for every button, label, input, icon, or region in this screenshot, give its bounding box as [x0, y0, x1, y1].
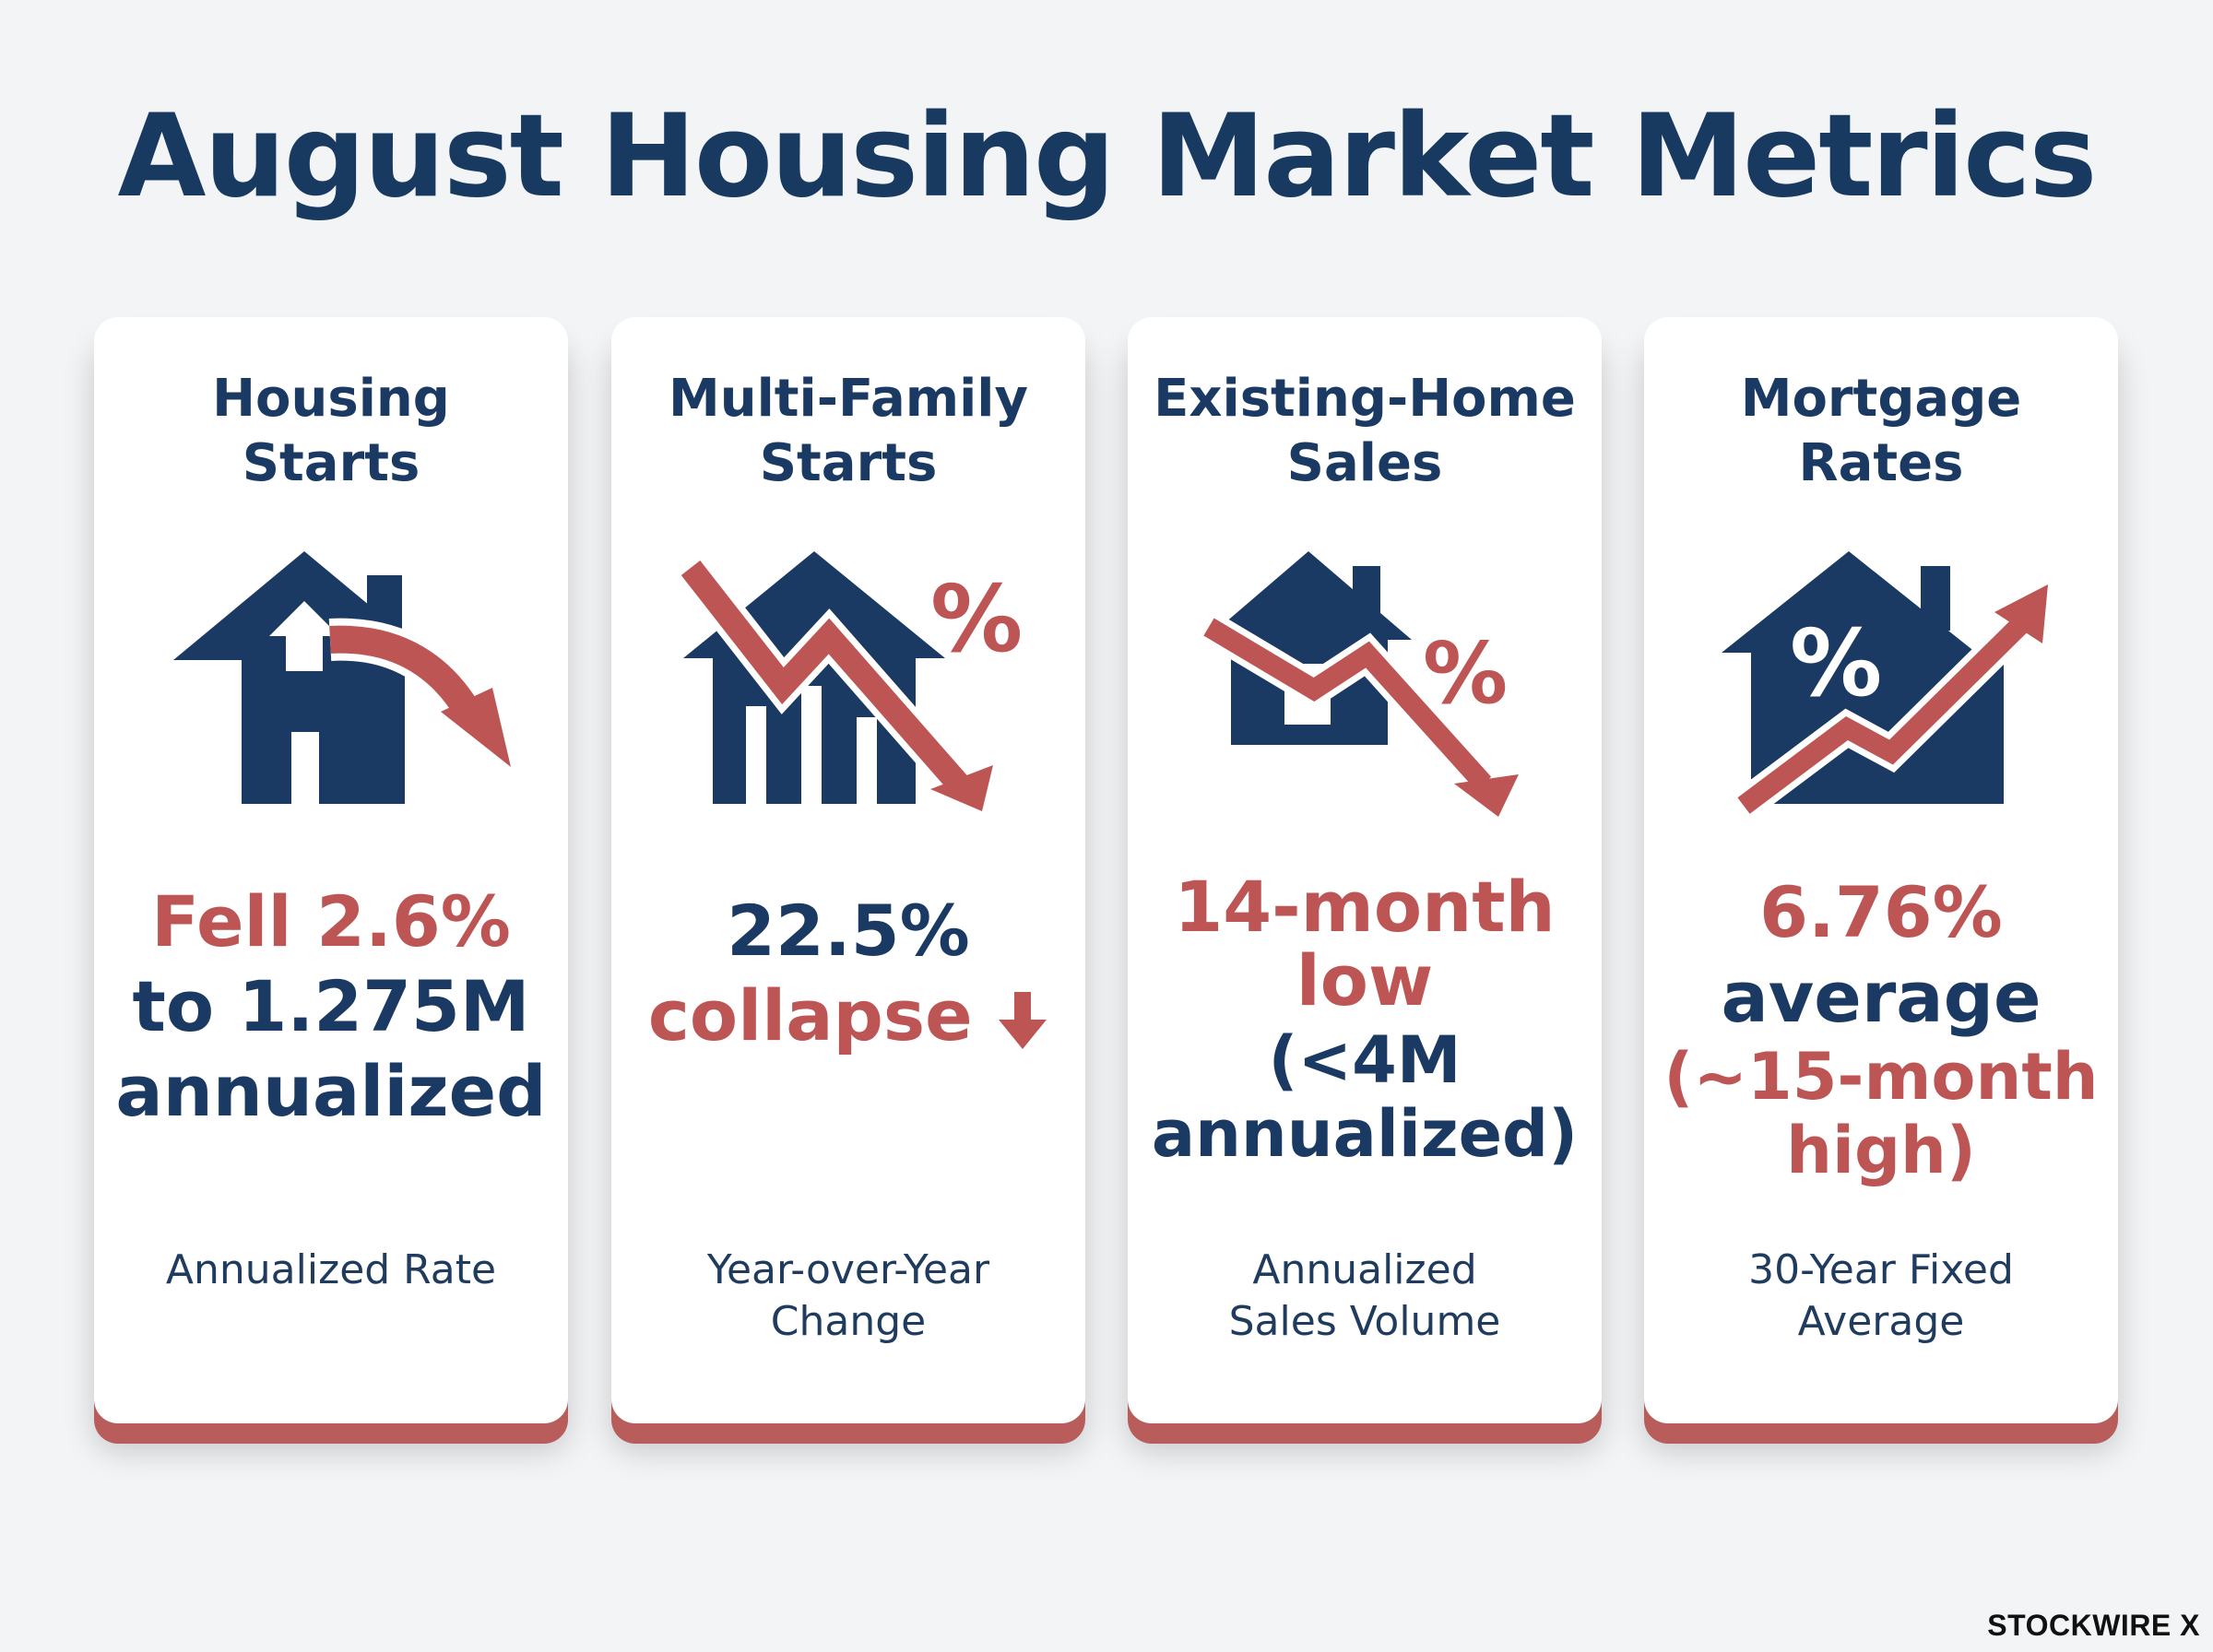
card-multi-family-starts: Multi-Family Starts % 22.5% collapse Yea…: [611, 317, 1085, 1423]
metric-caption: Annualized Sales Volume: [1228, 1246, 1501, 1345]
card-mortgage-rates: Mortgage Rates % 6.76% average (~15-mont…: [1644, 317, 2118, 1423]
metric-value: 14-month low (<4M annualized): [1151, 866, 1579, 1172]
metric-value: 22.5% collapse: [611, 889, 1085, 1058]
card-housing-starts: Housing Starts Fell 2.6% to 1.275M annua…: [94, 317, 568, 1423]
card-existing-home-sales: Existing-Home Sales % 14-month low (<4M …: [1128, 317, 1602, 1423]
page-title: August Housing Market Metrics: [117, 90, 2098, 223]
brand-logo: STOCKWIRE X: [1987, 1609, 2200, 1642]
metric-caption: 30-Year Fixed Average: [1748, 1246, 2014, 1345]
svg-text:%: %: [930, 565, 1023, 673]
metric-value: 6.76% average (~15-month high): [1663, 871, 2099, 1188]
house-percent-up-icon: %: [1644, 548, 2118, 879]
down-arrow-icon: [999, 992, 1047, 1049]
svg-text:%: %: [1790, 609, 1882, 717]
metric-caption: Annualized Rate: [165, 1246, 497, 1293]
card-title: Multi-Family Starts: [668, 369, 1028, 493]
card-title: Housing Starts: [212, 369, 450, 493]
house-with-falling-arrow-icon: [94, 548, 568, 879]
metric-caption: Year-over-Year Change: [706, 1246, 990, 1345]
svg-text:%: %: [1423, 624, 1508, 723]
metric-value: Fell 2.6% to 1.275M annualized: [115, 880, 547, 1132]
card-title: Mortgage Rates: [1740, 369, 2022, 493]
card-title: Existing-Home Sales: [1154, 369, 1576, 493]
house-percent-down-icon: %: [1128, 548, 1602, 879]
house-bars-percent-down-icon: %: [611, 548, 1085, 879]
